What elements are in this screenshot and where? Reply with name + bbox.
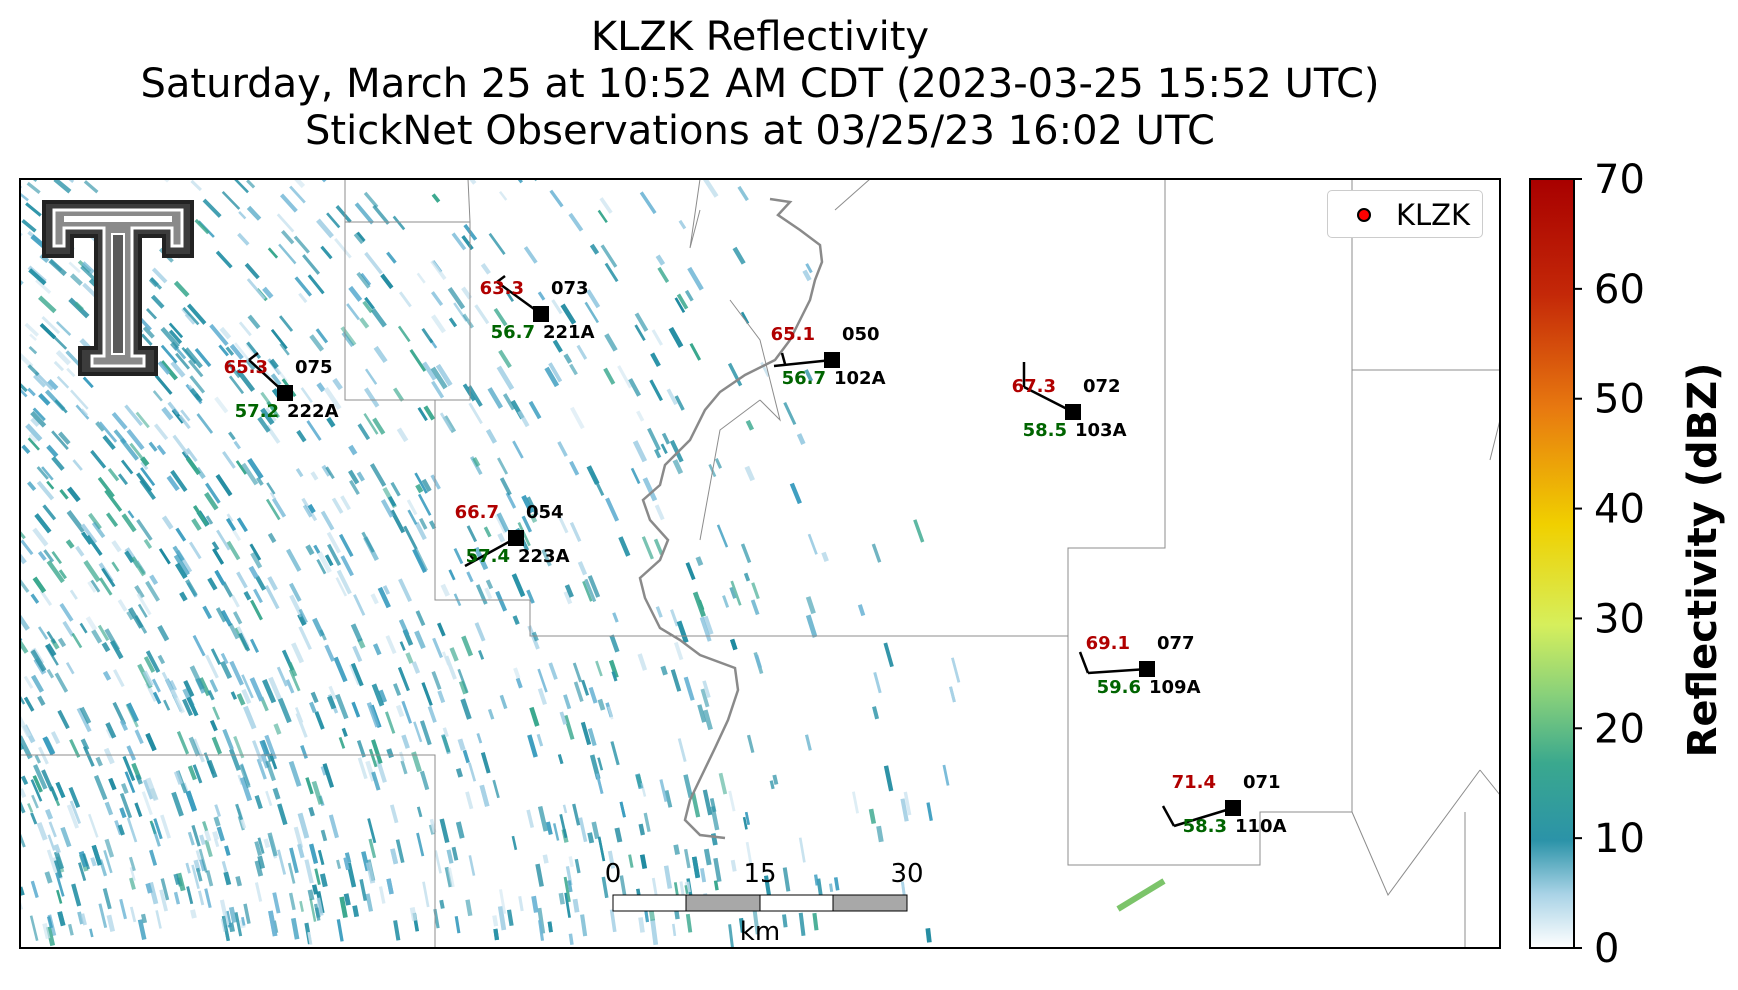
wind-barb xyxy=(496,275,506,283)
station-id: 221A xyxy=(543,322,595,343)
station-id: 102A xyxy=(834,368,886,389)
colorbar-tick-label: 10 xyxy=(1594,816,1645,862)
legend: KLZK xyxy=(1327,190,1483,238)
colorbar-tick-label: 40 xyxy=(1594,487,1645,533)
colorbar-label: Reflectivity (dBZ) xyxy=(1680,362,1726,758)
wind-barb xyxy=(464,536,517,568)
station-marker xyxy=(824,352,840,368)
station-id: 223A xyxy=(518,546,570,567)
station-temperature: 69.1 xyxy=(1086,633,1130,654)
station-102A: 65.1 050 56.7 102A xyxy=(771,324,886,389)
chart-title: KLZK Reflectivity Saturday, March 25 at … xyxy=(0,14,1520,155)
scale-tick-15: 15 xyxy=(743,859,776,889)
station-id: 222A xyxy=(287,401,339,422)
wind-barb xyxy=(1023,385,1074,414)
wind-barb xyxy=(248,352,259,361)
station-marker xyxy=(1225,800,1241,816)
station-temperature: 67.3 xyxy=(1012,376,1056,397)
scale-tick-0: 0 xyxy=(605,859,622,889)
station-dewpoint: 56.7 xyxy=(782,368,826,389)
colorbar-tick-label: 30 xyxy=(1594,596,1645,642)
scale-tick-30: 30 xyxy=(890,859,923,889)
station-dewpoint: 57.4 xyxy=(466,546,510,567)
wind-barb xyxy=(1173,806,1234,828)
scale-unit: km xyxy=(740,917,780,947)
station-109A: 69.1 077 59.6 109A xyxy=(1078,633,1201,698)
legend-label: KLZK xyxy=(1396,198,1471,232)
station-dewpoint: 56.7 xyxy=(491,322,535,343)
station-dewpoint: 58.3 xyxy=(1183,816,1227,837)
colorbar-tick-label: 60 xyxy=(1594,267,1645,313)
title-line-2: Saturday, March 25 at 10:52 AM CDT (2023… xyxy=(140,61,1380,107)
station-dewpoint: 59.6 xyxy=(1097,677,1141,698)
title-line-1: KLZK Reflectivity xyxy=(590,14,930,60)
station-id: 103A xyxy=(1075,420,1127,441)
station-temperature: 71.4 xyxy=(1172,772,1216,793)
station-dewpoint: 57.2 xyxy=(235,401,279,422)
station-id: 110A xyxy=(1235,816,1287,837)
station-temperature: 65.1 xyxy=(771,324,815,345)
station-marker xyxy=(1139,661,1155,677)
station-marker xyxy=(533,306,549,322)
station-pressure: 050 xyxy=(842,324,880,345)
station-221A: 63.3 073 56.7 221A xyxy=(480,275,595,343)
title-line-3: StickNet Observations at 03/25/23 16:02 … xyxy=(305,108,1215,154)
station-pressure: 077 xyxy=(1157,633,1195,654)
wind-barb xyxy=(773,358,833,368)
station-pressure: 071 xyxy=(1243,772,1281,793)
colorbar-tick-label: 50 xyxy=(1594,377,1645,423)
texas-tech-logo xyxy=(40,198,196,378)
station-222A: 65.3 075 57.2 222A xyxy=(224,352,339,422)
wind-barb xyxy=(469,554,476,562)
station-marker xyxy=(277,385,293,401)
station-pressure: 073 xyxy=(551,278,589,299)
station-223A: 66.7 054 57.4 223A xyxy=(455,502,570,568)
wind-barb xyxy=(1087,667,1148,675)
station-id: 109A xyxy=(1149,677,1201,698)
radar-site-marker-icon xyxy=(1357,208,1371,222)
station-pressure: 075 xyxy=(295,357,333,378)
colorbar-tick-label: 70 xyxy=(1594,157,1645,203)
county-boundaries xyxy=(20,179,1500,948)
station-plots: 65.3 075 57.2 222A 63.3 073 56.7 221A 65.1 050 56.… xyxy=(224,275,1287,837)
station-103A: 67.3 072 58.5 103A xyxy=(1012,362,1127,441)
scale-bar: 0 15 30 km xyxy=(605,859,924,947)
colorbar: 0 10 20 30 40 50 60 70 xyxy=(1529,157,1645,972)
colorbar-tick-label: 0 xyxy=(1594,926,1619,972)
station-marker xyxy=(1065,404,1081,420)
wind-barb xyxy=(780,352,787,365)
map-frame xyxy=(19,178,1501,949)
colorbar-tick-label: 20 xyxy=(1594,706,1645,752)
station-temperature: 65.3 xyxy=(224,357,268,378)
station-pressure: 054 xyxy=(526,502,564,523)
wind-barb xyxy=(1161,805,1176,827)
station-temperature: 66.7 xyxy=(455,502,499,523)
station-110A: 71.4 071 58.3 110A xyxy=(1161,772,1287,837)
station-pressure: 072 xyxy=(1083,376,1121,397)
station-marker xyxy=(508,530,524,546)
station-dewpoint: 58.5 xyxy=(1023,420,1067,441)
wind-barb xyxy=(1078,651,1090,674)
station-temperature: 63.3 xyxy=(480,278,524,299)
